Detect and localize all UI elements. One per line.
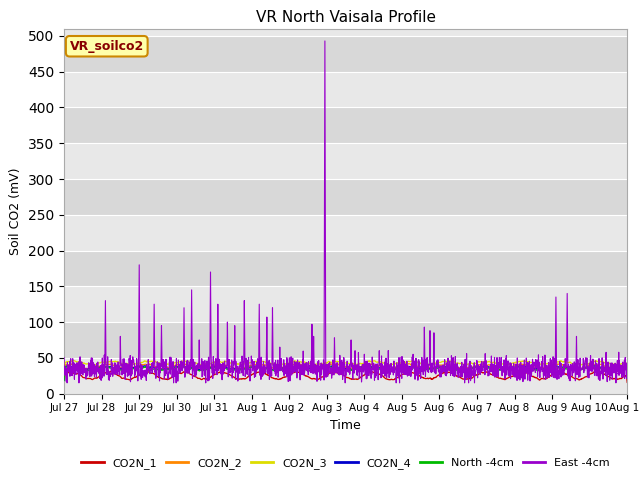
Bar xyxy=(64,251,627,286)
Text: VR_soilco2: VR_soilco2 xyxy=(70,40,144,53)
Bar xyxy=(64,322,627,358)
Title: VR North Vaisala Profile: VR North Vaisala Profile xyxy=(255,10,436,25)
Bar xyxy=(64,179,627,215)
Bar xyxy=(64,36,627,72)
Bar xyxy=(64,108,627,143)
Legend: CO2N_1, CO2N_2, CO2N_3, CO2N_4, North -4cm, East -4cm: CO2N_1, CO2N_2, CO2N_3, CO2N_4, North -4… xyxy=(77,454,614,474)
X-axis label: Time: Time xyxy=(330,419,361,432)
Y-axis label: Soil CO2 (mV): Soil CO2 (mV) xyxy=(10,168,22,255)
